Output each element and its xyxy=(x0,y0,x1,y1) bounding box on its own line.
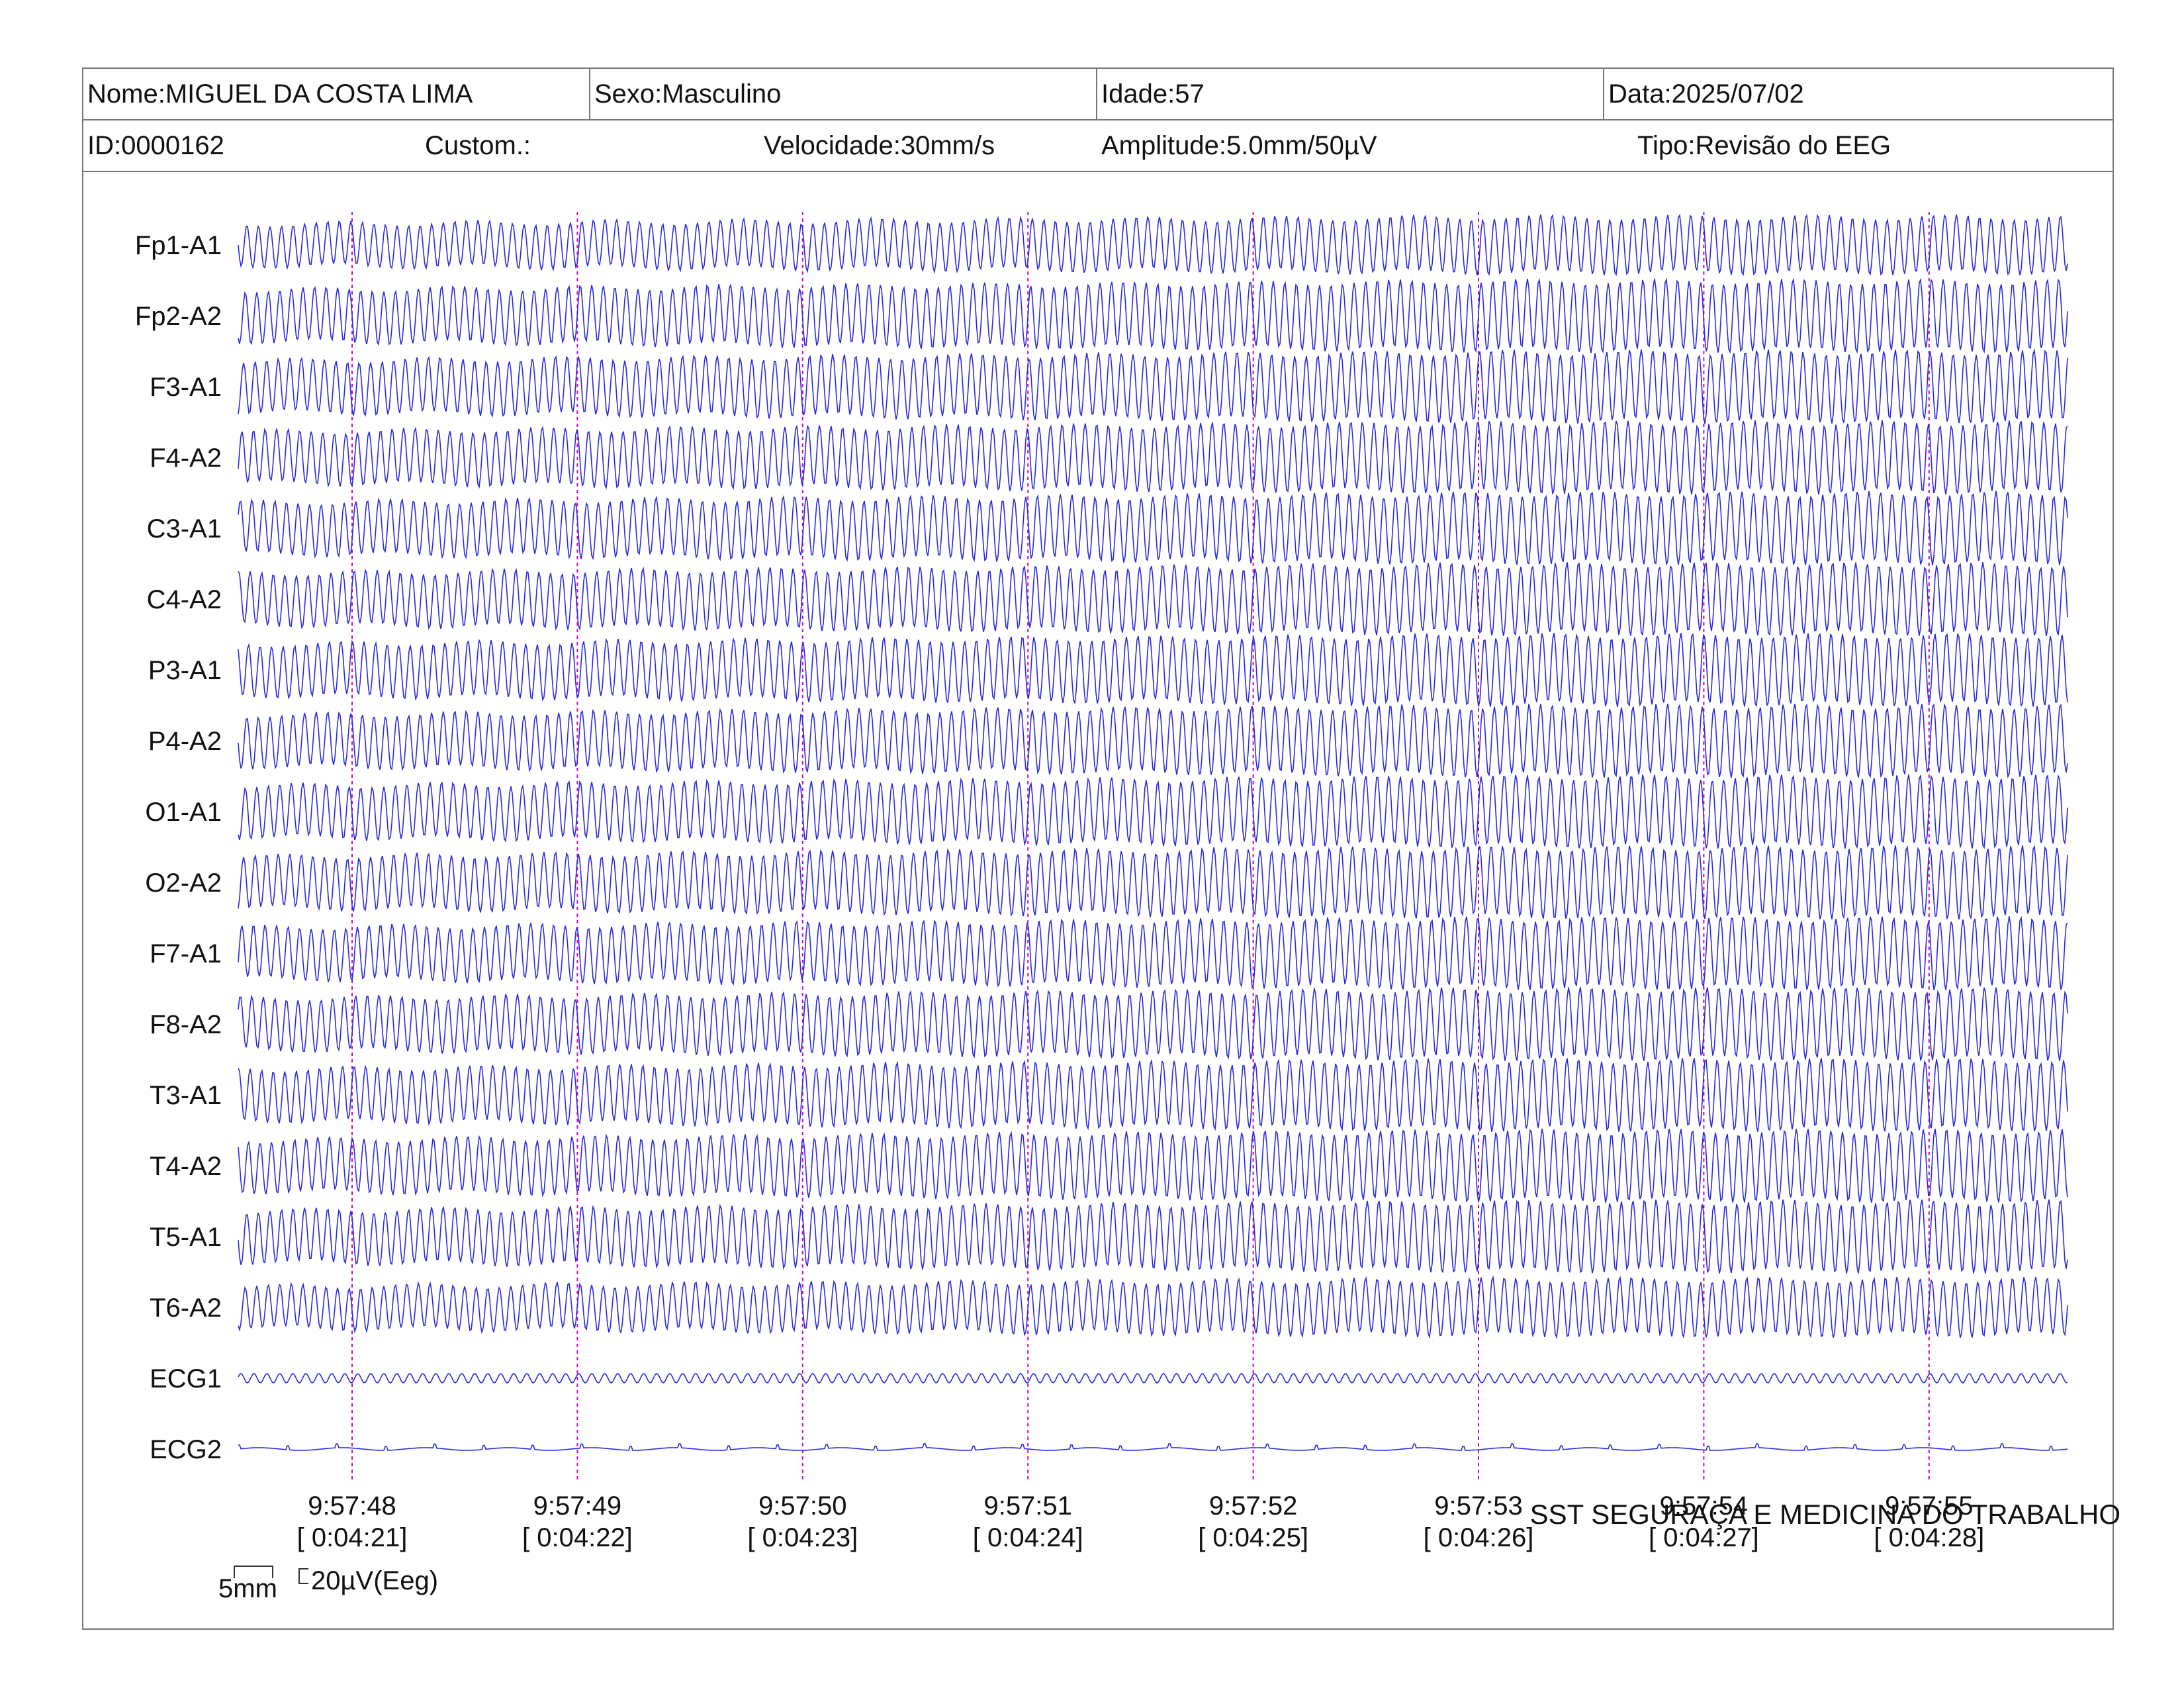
channel-trace xyxy=(238,348,2068,424)
time-elapsed-label: [ 0:04:28] xyxy=(1874,1523,1984,1552)
channel-trace xyxy=(238,774,2068,849)
channel-label: O2-A2 xyxy=(145,868,222,898)
channel-trace xyxy=(238,213,2068,277)
channel-label: P3-A1 xyxy=(148,656,222,685)
channel-label: O1-A1 xyxy=(145,798,222,827)
channel-trace xyxy=(238,1443,2068,1451)
time-clock-label: 9:57:53 xyxy=(1434,1491,1522,1521)
patient-age: Idade:57 xyxy=(1097,69,1604,119)
time-elapsed-label: [ 0:04:24] xyxy=(973,1523,1083,1552)
patient-sex: Sexo:Masculino xyxy=(590,69,1097,119)
time-elapsed-label: [ 0:04:25] xyxy=(1198,1523,1308,1552)
channel-label: T3-A1 xyxy=(150,1081,222,1110)
clinic-brand: SST SEGURAÇA E MEDICINA DO TRABALHO xyxy=(1529,1499,2120,1530)
time-clock-label: 9:57:48 xyxy=(308,1491,396,1521)
channel-label: Fp2-A2 xyxy=(135,302,222,331)
channel-trace xyxy=(238,1058,2068,1132)
channel-label: F3-A1 xyxy=(150,373,222,402)
channel-trace xyxy=(238,987,2068,1061)
channel-trace xyxy=(238,420,2068,495)
recording-speed: Velocidade:30mm/s xyxy=(764,130,995,160)
channel-label: C3-A1 xyxy=(147,514,222,543)
scale-bar-vertical-label: 20µV(Eeg) xyxy=(311,1566,439,1595)
eeg-report-sheet: Nome:MIGUEL DA COSTA LIMA Sexo:Masculino… xyxy=(82,68,2114,1630)
patient-id: ID:0000162 xyxy=(87,130,224,160)
channel-label: C4-A2 xyxy=(147,585,222,614)
channel-label: T6-A2 xyxy=(150,1293,222,1323)
channel-trace xyxy=(238,845,2068,920)
recording-amplitude: Amplitude:5.0mm/50µV xyxy=(1101,130,1377,160)
channel-trace xyxy=(238,703,2068,779)
channel-label: F4-A2 xyxy=(150,444,222,473)
header-row-patient: Nome:MIGUEL DA COSTA LIMA Sexo:Masculino… xyxy=(83,69,2113,120)
time-elapsed-label: [ 0:04:21] xyxy=(297,1523,408,1552)
exam-date: Data:2025/07/02 xyxy=(1608,79,1804,109)
time-elapsed-label: [ 0:04:27] xyxy=(1649,1523,1759,1552)
time-clock-label: 9:57:50 xyxy=(758,1491,846,1521)
scale-bar-horizontal xyxy=(234,1566,273,1578)
time-clock-label: 9:57:51 xyxy=(983,1491,1071,1521)
channel-label: Fp1-A1 xyxy=(135,231,222,260)
channel-trace xyxy=(238,1199,2068,1274)
time-elapsed-label: [ 0:04:26] xyxy=(1424,1523,1534,1552)
channel-label: T5-A1 xyxy=(150,1223,222,1252)
recording-type: Tipo:Revisão do EEG xyxy=(1637,130,1891,160)
patient-name: Nome:MIGUEL DA COSTA LIMA xyxy=(83,69,590,119)
channel-trace xyxy=(238,491,2068,566)
header-row-exam: ID:0000162 Custom.: Velocidade:30mm/s Am… xyxy=(83,120,2113,172)
scale-bar-horizontal-label: 5mm xyxy=(218,1574,277,1603)
channel-trace xyxy=(238,915,2068,990)
time-clock-label: 9:57:54 xyxy=(1660,1491,1748,1521)
channel-trace xyxy=(238,633,2068,707)
time-elapsed-label: [ 0:04:22] xyxy=(522,1523,633,1552)
channel-trace xyxy=(238,562,2068,637)
scale-bar-vertical xyxy=(298,1568,308,1584)
custom-field: Custom.: xyxy=(425,130,531,160)
time-elapsed-label: [ 0:04:23] xyxy=(747,1523,858,1552)
channel-label: T4-A2 xyxy=(150,1152,222,1181)
time-clock-label: 9:57:55 xyxy=(1885,1491,1973,1521)
channel-trace xyxy=(238,1373,2068,1383)
channel-label: F8-A2 xyxy=(150,1010,222,1039)
channel-trace xyxy=(238,277,2068,354)
channel-label: P4-A2 xyxy=(148,727,222,756)
channel-label: ECG2 xyxy=(150,1435,222,1464)
channel-label: F7-A1 xyxy=(150,939,222,968)
channel-label: ECG1 xyxy=(150,1364,222,1393)
time-clock-label: 9:57:52 xyxy=(1209,1491,1297,1521)
channel-trace xyxy=(238,1275,2068,1340)
channel-trace xyxy=(238,1129,2068,1203)
time-clock-label: 9:57:49 xyxy=(533,1491,621,1521)
